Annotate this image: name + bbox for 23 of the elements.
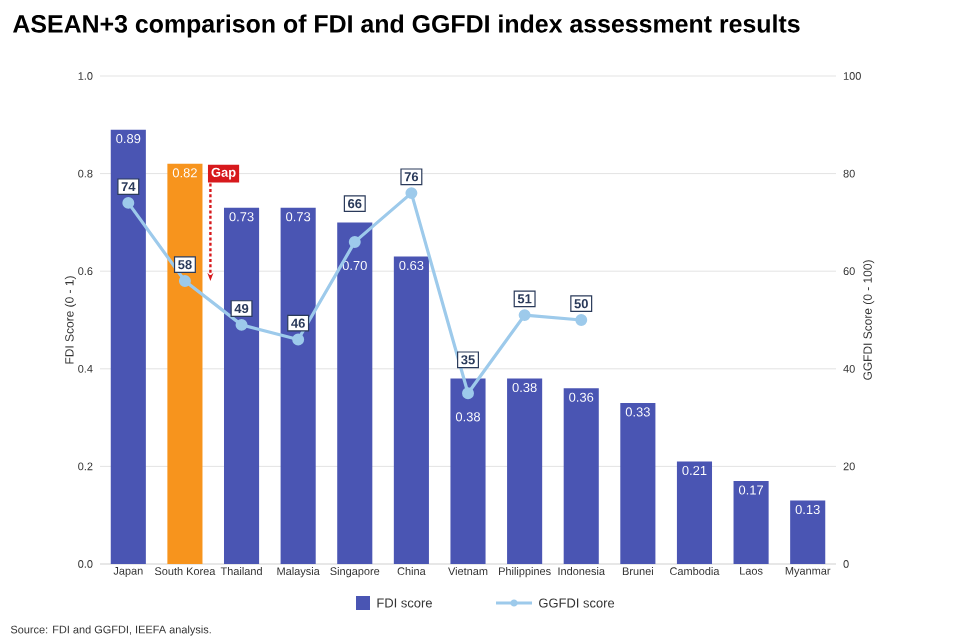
chart-title: ASEAN+3 comparison of FDI and GGFDI index assessment results — [13, 14, 800, 38]
point — [292, 333, 305, 346]
point — [575, 314, 588, 326]
point — [518, 309, 531, 322]
bar — [337, 222, 373, 564]
point — [122, 196, 135, 209]
point — [178, 274, 191, 287]
bar — [563, 388, 599, 564]
bar — [790, 500, 826, 564]
bar — [507, 378, 543, 564]
bar — [676, 461, 713, 564]
bar — [167, 163, 203, 564]
bar — [393, 256, 429, 564]
bar — [223, 207, 260, 564]
bar — [450, 378, 486, 564]
bar — [620, 402, 656, 564]
point — [462, 387, 474, 400]
point — [405, 187, 418, 200]
bar — [280, 207, 316, 564]
bar — [110, 129, 146, 564]
bar — [733, 481, 769, 564]
point — [235, 318, 248, 331]
point — [348, 235, 361, 248]
